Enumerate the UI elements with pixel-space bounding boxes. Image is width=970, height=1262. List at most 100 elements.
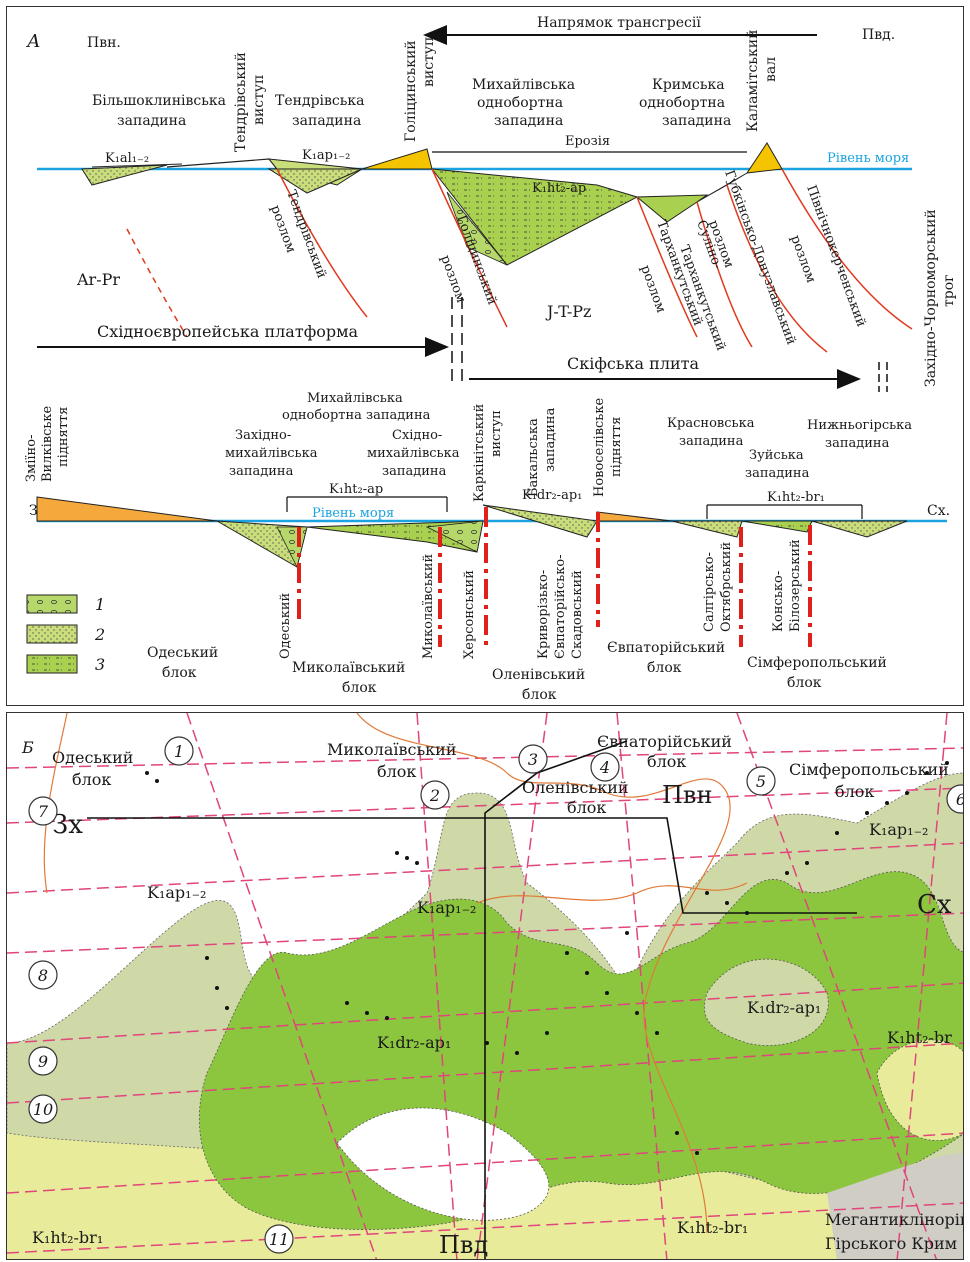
basin-crimea-1: Кримська: [652, 77, 725, 93]
zmiino-1: Зміїно-: [24, 435, 39, 482]
erosion-label: Ерозія: [565, 134, 610, 149]
strat-htap-top: K₁ht₂-ap: [532, 181, 586, 196]
map-megaanti-1: Мегантиклінорій: [825, 1210, 964, 1229]
transgression-label: Напрямок трансгресії: [537, 15, 701, 31]
basin-mykh-3: западина: [494, 113, 563, 129]
zuiska-2: западина: [745, 466, 810, 481]
block-olenivskyi-1: Оленівський: [492, 667, 585, 683]
block-simf-2: блок: [787, 675, 822, 691]
circled-numbers: 1 2 3 4 5 6 7 8 9 10 11: [28, 736, 964, 1254]
north-label: Пвн.: [87, 35, 121, 51]
faults-bottom: [297, 507, 812, 647]
skhidno-3: западина: [382, 464, 447, 479]
mykolaivskyi-fault: Миколаївський: [421, 554, 436, 659]
strat-drap-bottom: K₁dr₂-ap₁: [522, 488, 582, 503]
profile-ns: [484, 740, 628, 1259]
map-west: Зх: [52, 810, 83, 840]
crimea-fill: [635, 194, 709, 223]
map-block-odeskyi-2: блок: [72, 770, 111, 789]
strat-htap-bottom: K₁ht₂-ap: [329, 482, 383, 497]
basin-mykh-2: однобортна: [477, 95, 563, 111]
tendra-uplift-2: виступ: [251, 75, 267, 125]
map-block-oleniv-1: Оленівський: [522, 778, 629, 797]
profile-we: [87, 817, 857, 914]
golitsyn-uplift-fill: [361, 148, 433, 170]
map-strat-dr-w: K₁dr₂-ap₁: [377, 1033, 451, 1052]
block-yevpat-1: Євпаторійський: [607, 640, 725, 656]
zakhidno-2: михайлівська: [225, 446, 318, 461]
wells: [145, 761, 949, 1155]
zmiino-3: підняття: [56, 407, 71, 467]
num-9: 9: [38, 1052, 48, 1071]
num-1: 1: [174, 742, 184, 761]
panel-b-map: Б Одеський блок Миколаївський блок Євпат…: [6, 712, 964, 1260]
strat-ap-top: K₁ap₁₋₂: [302, 148, 350, 163]
map-strat-dr-e: K₁dr₂-ap₁: [747, 998, 821, 1017]
num-8: 8: [38, 966, 48, 985]
block-olenivskyi-2: блок: [522, 687, 557, 703]
khersonskyi-fault: Херсонський: [462, 570, 477, 659]
krasnovska-fill: [671, 520, 743, 538]
north-kerch-fault-1: Північнокерченський: [803, 183, 868, 329]
strat-al: K₁al₁₋₂: [105, 151, 149, 166]
golitsyn-uplift-2: виступ: [421, 37, 437, 87]
boundary-dashes: [451, 297, 888, 392]
map-block-odeskyi-1: Одеський: [52, 748, 133, 767]
panel-a-cross-sections: А Пвн. Пвд. Напрямок трансгресії Більшок…: [6, 6, 964, 706]
trough-2: трог: [941, 275, 957, 307]
legend: 1 2 3: [26, 594, 105, 674]
karkinit-2: виступ: [489, 410, 504, 457]
block-boundaries: [7, 713, 963, 1259]
panel-letter-b: Б: [21, 738, 34, 757]
num-2: 2: [429, 786, 440, 805]
num-5: 5: [756, 772, 766, 791]
tendra-uplift-1: Тендрівський: [233, 52, 249, 152]
skhidno-1: Східно-: [392, 428, 442, 443]
region-arpr: Ar-Pr: [76, 270, 120, 289]
tarkhankut-fault-2: розлом: [637, 263, 668, 315]
num-3: 3: [528, 750, 538, 769]
zmiino-uplift-fill: [36, 496, 218, 522]
legend-label-2: 2: [94, 625, 105, 644]
block-mykolaivskyi-2: блок: [342, 680, 377, 696]
mykh-bot-2: однобортна западина: [282, 408, 431, 423]
golitsyn-uplift-1: Голіцинський: [403, 40, 419, 142]
bakalska-fill: [482, 504, 598, 538]
basin-crimea-3: западина: [662, 113, 731, 129]
map-strat-ap-center: K₁ap₁₋₂: [417, 898, 476, 917]
map-block-yevpat-2: блок: [647, 752, 686, 771]
block-yevpat-2: блок: [647, 660, 682, 676]
map-north: Пвн: [662, 781, 712, 809]
map-strat-ap-ne: K₁ap₁₋₂: [869, 820, 928, 839]
num-4: 4: [599, 758, 610, 777]
karkinit-1: Каркінітський: [472, 404, 487, 502]
north-kerch-fault-2: розлом: [787, 233, 818, 285]
map-east: Сх: [917, 890, 952, 920]
map-block-mykolaivskyi-2: блок: [377, 762, 416, 781]
map-block-yevpat-1: Євпаторійський: [597, 732, 732, 751]
num-6: 6: [956, 790, 964, 809]
konsko-2: Білозерський: [788, 539, 803, 632]
map-block-mykolaivskyi-1: Миколаївський: [327, 740, 457, 759]
sea-level-label-bottom: Рівень моря: [312, 506, 394, 521]
south-label: Пвд.: [862, 27, 895, 43]
block-odeskyi-2: блок: [162, 665, 197, 681]
zmiino-2: Вилківське: [40, 405, 55, 482]
basin-fill-bilshoklyn: [81, 164, 168, 186]
legend-swatch-2: [26, 624, 78, 644]
kalamit-uplift-1: Каламітський: [745, 30, 761, 132]
zakhidno-1: Західно-: [235, 428, 291, 443]
kryvorizko-2: Євпаторійсько-: [553, 554, 568, 659]
legend-swatch-3: [26, 654, 78, 674]
map-south: Пвд: [439, 1231, 488, 1259]
region-jtpz: J-T-Pz: [545, 302, 591, 321]
bakalska-1: Бакальська: [526, 418, 541, 497]
kalamit-uplift-2: вал: [763, 57, 779, 82]
basin-tendra-2: западина: [292, 113, 361, 129]
zuiska-fill: [741, 520, 813, 533]
skhidno-2: михайлівська: [367, 446, 460, 461]
legend-swatch-1: [26, 594, 78, 614]
zakhidno-3: западина: [229, 464, 294, 479]
salgirsko-1: Салгірсько-: [702, 552, 717, 632]
map-strat-ap: K₁ap₁₋₂: [147, 883, 206, 902]
